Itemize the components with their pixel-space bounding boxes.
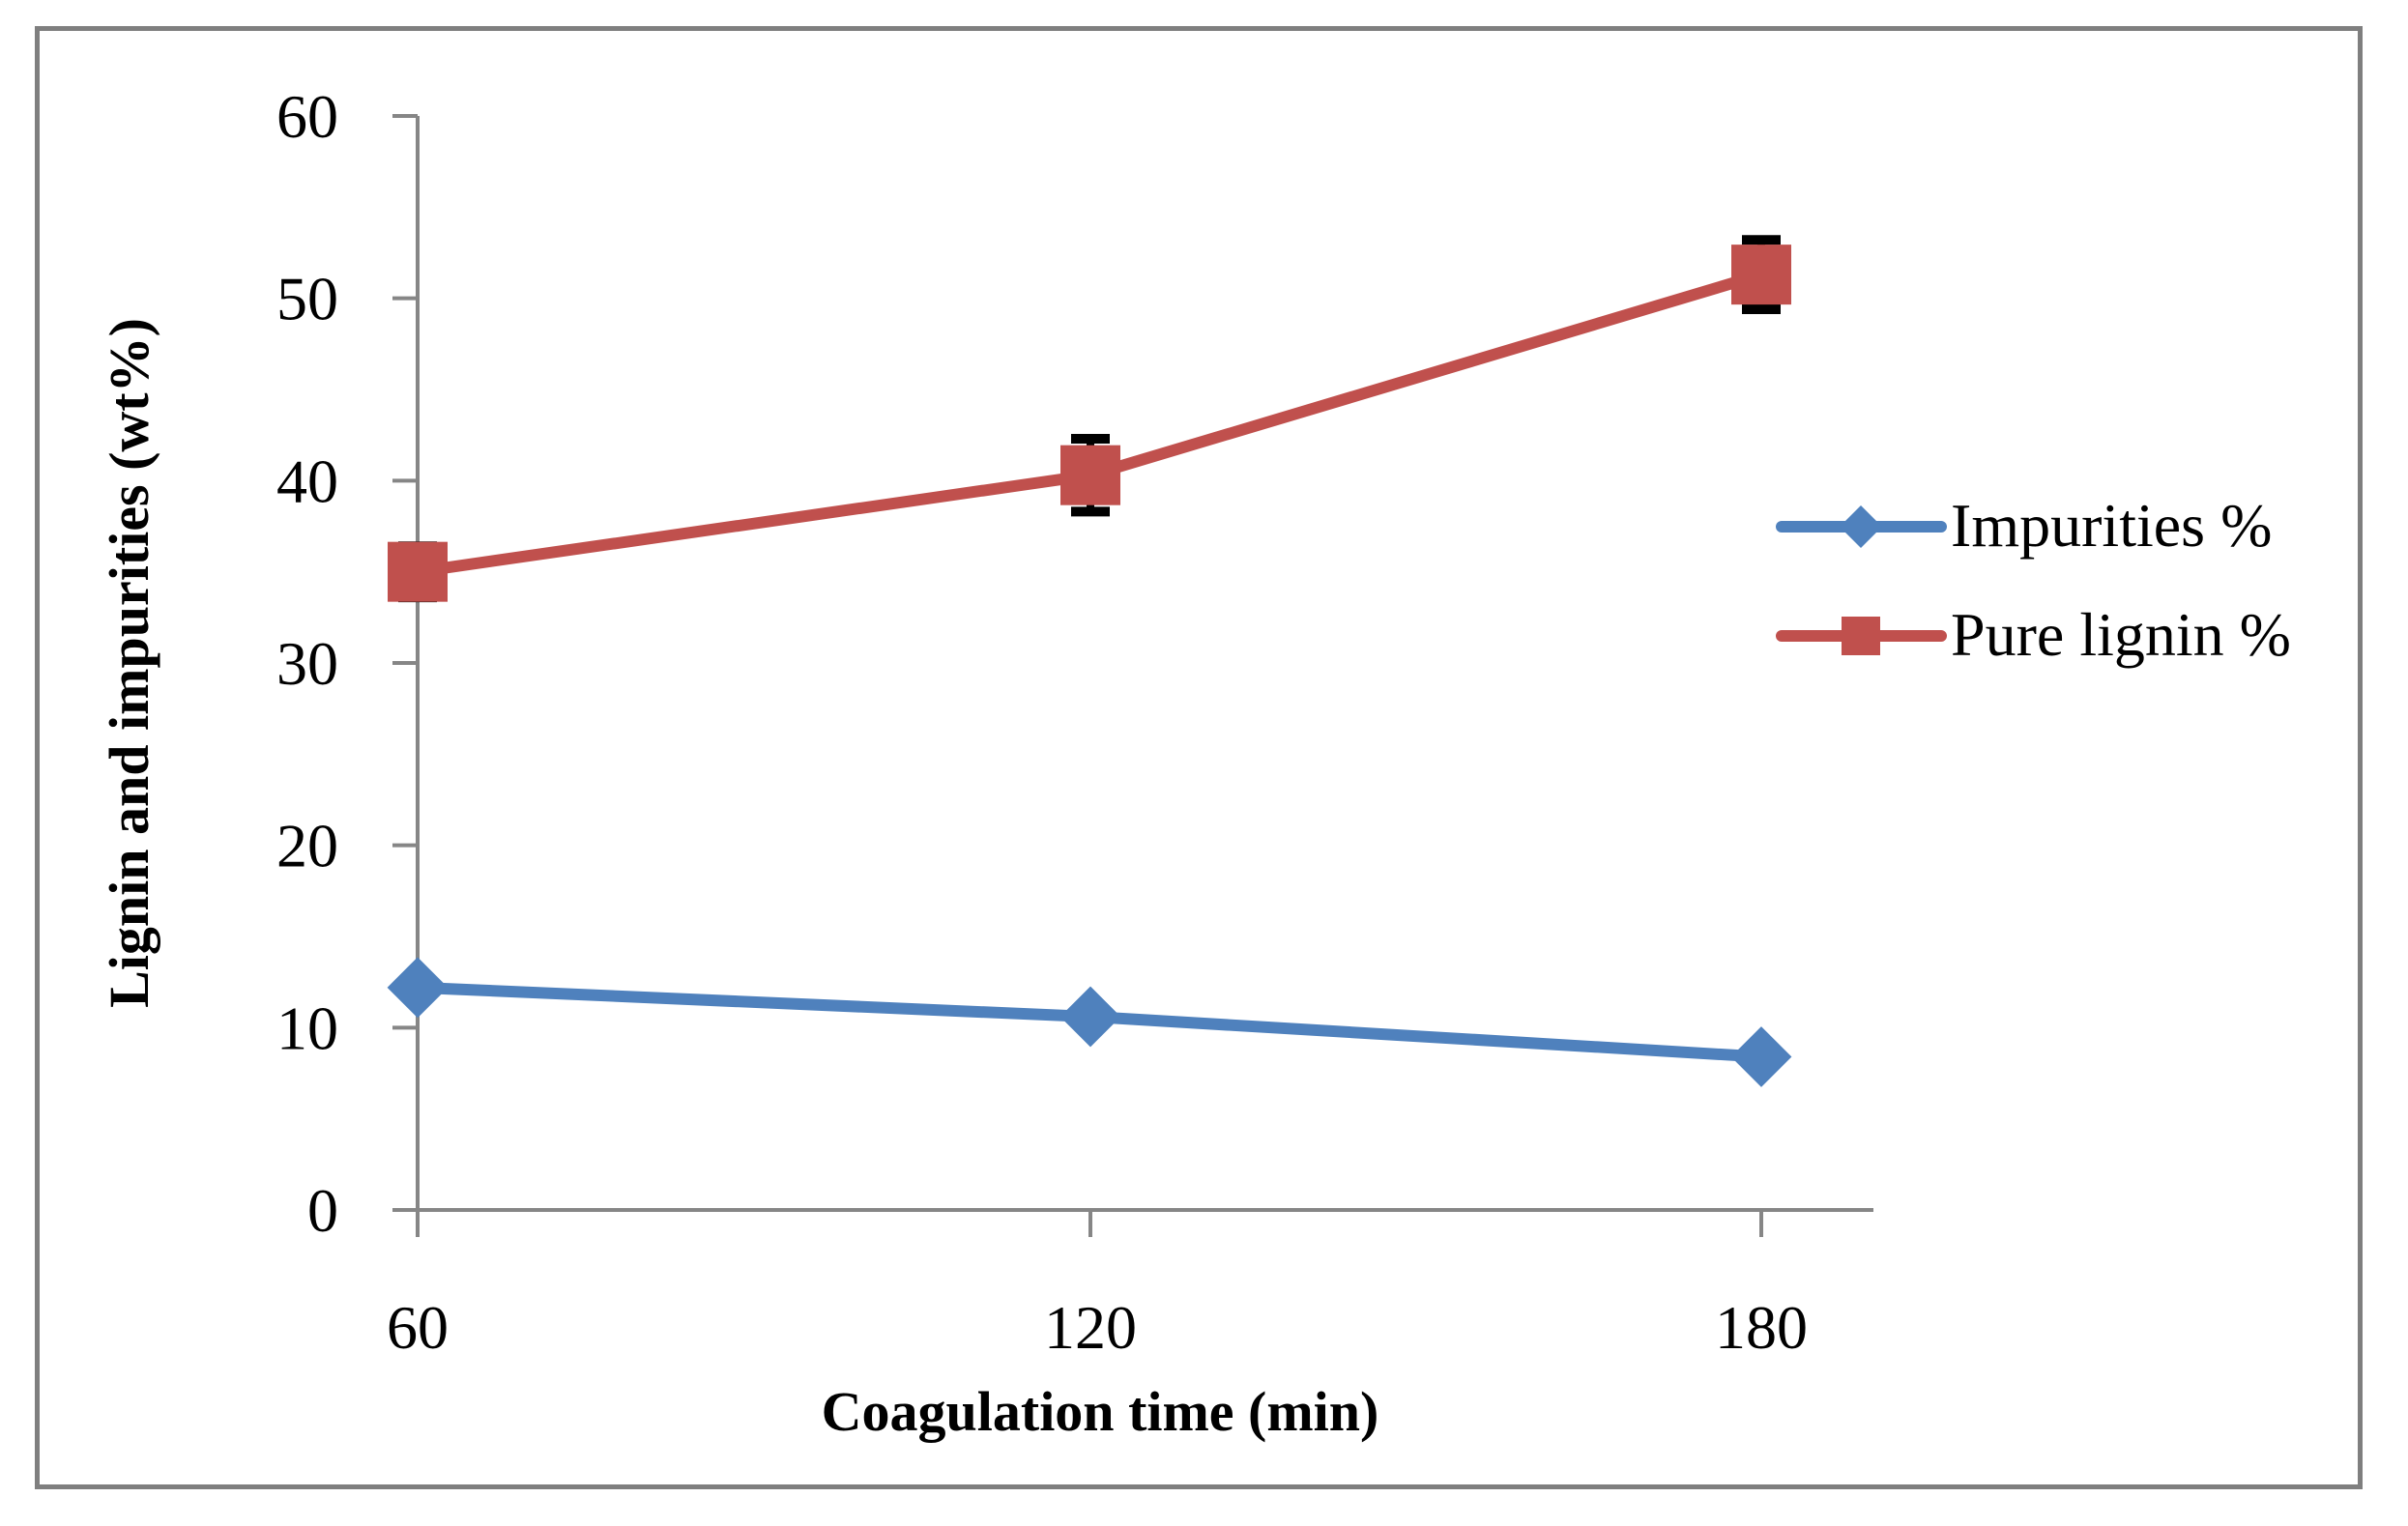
- series-pure-lignin: [388, 235, 1791, 603]
- plot-series: [387, 235, 1792, 1087]
- y-tick-label: 20: [276, 812, 338, 880]
- y-tick-label: 0: [307, 1176, 338, 1245]
- x-axis-title: Coagulation time (min): [822, 1380, 1379, 1443]
- data-point-diamond: [1730, 1026, 1792, 1087]
- x-tick-label: 60: [387, 1293, 449, 1362]
- y-tick-label: 50: [276, 265, 338, 333]
- data-point-diamond: [1059, 986, 1121, 1048]
- legend-diamond-icon: [1840, 505, 1882, 548]
- data-point-square: [1060, 445, 1120, 505]
- y-tick-label: 40: [276, 446, 338, 515]
- legend-label: Pure lignin %: [1951, 600, 2291, 669]
- legend-item: Impurities %: [1776, 491, 2272, 560]
- y-tick-label: 10: [276, 993, 338, 1062]
- y-tick-label: 60: [276, 82, 338, 151]
- data-point-square: [1731, 245, 1791, 305]
- chart-frame: [35, 26, 2363, 1489]
- y-tick-label: 30: [276, 629, 338, 698]
- series-line: [412, 269, 1767, 578]
- data-point-diamond: [387, 957, 449, 1019]
- data-point-square: [388, 541, 448, 602]
- series-impurities: [387, 957, 1792, 1087]
- legend-label: Impurities %: [1951, 491, 2272, 560]
- x-tick-label: 120: [1044, 1293, 1137, 1362]
- y-axis-title: Lignin and impurities (wt%): [98, 318, 160, 1008]
- x-axis-ticks: 60 120 180: [387, 1210, 1808, 1362]
- legend: Impurities % Pure lignin %: [1776, 491, 2291, 669]
- legend-item: Pure lignin %: [1776, 600, 2291, 669]
- legend-square-icon: [1842, 617, 1880, 655]
- x-tick-label: 180: [1715, 1293, 1808, 1362]
- y-axis-ticks: 0 10 20 30 40 50 60: [276, 82, 418, 1245]
